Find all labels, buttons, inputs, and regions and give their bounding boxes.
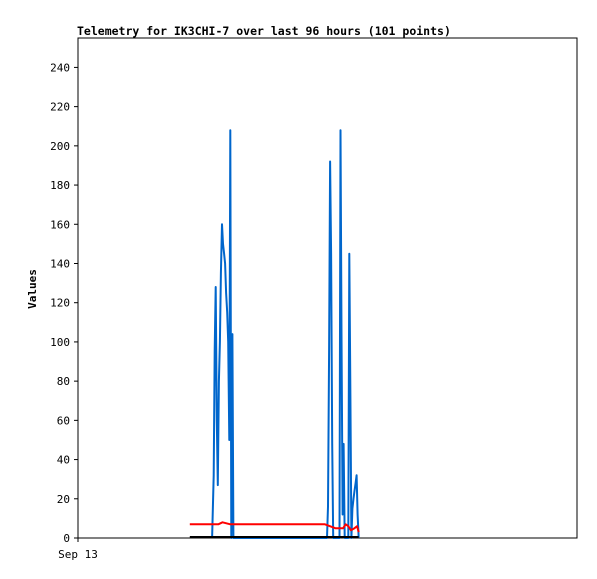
series-line-2 [189,521,360,533]
y-tick-label: 120 [50,297,70,310]
x-tick-label: Sep 13 [58,548,98,561]
y-tick-label: 20 [57,493,70,506]
y-tick-label: 80 [57,375,70,388]
y-tick-label: 220 [50,101,70,114]
x-axis: Sep 13 [58,538,98,561]
series-group [189,129,360,539]
y-tick-label: 40 [57,454,70,467]
y-tick-label: 140 [50,257,70,270]
series-line-1 [211,129,360,539]
y-axis: 0 20 40 60 80 100 120 140 160 180 200 220 240 [50,61,78,545]
y-tick-label: 200 [50,140,70,153]
y-tick-label: 60 [57,414,70,427]
chart-title: Telemetry for IK3CHI-7 over last 96 hour… [77,24,451,38]
y-tick-label: 0 [63,532,70,545]
y-tick-label: 180 [50,179,70,192]
y-tick-label: 160 [50,218,70,231]
y-tick-label: 240 [50,61,70,74]
y-axis-label: Values [26,269,39,309]
y-tick-label: 100 [50,336,70,349]
